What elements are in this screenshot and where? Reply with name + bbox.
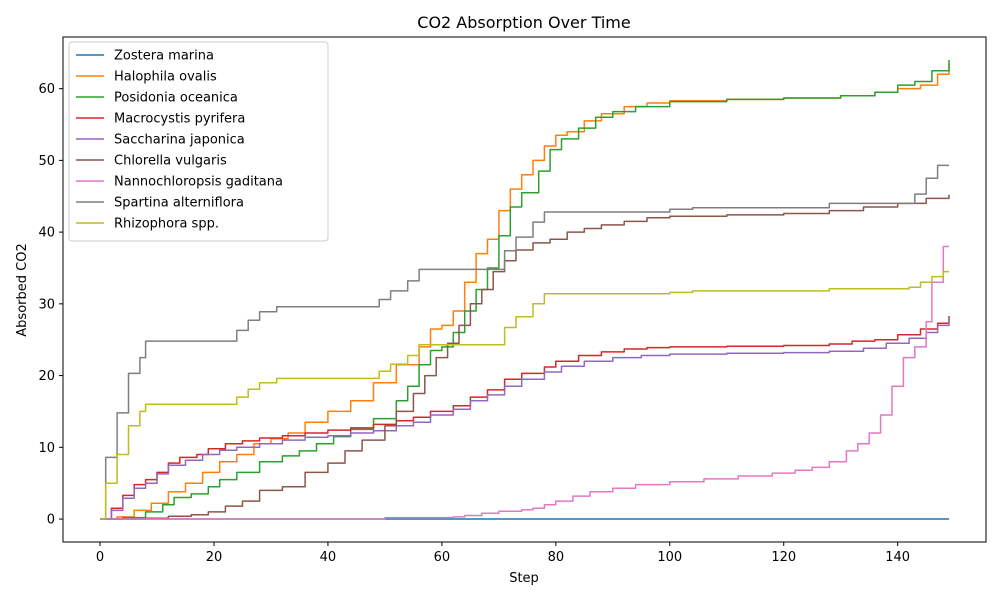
x-tick-label-4: 80 <box>548 550 565 565</box>
plot-lines <box>100 60 950 520</box>
legend-label-0: Zostera marina <box>114 49 214 64</box>
legend-label-3: Macrocystis pyrifera <box>114 112 245 127</box>
y-tick-label-2: 20 <box>38 369 55 384</box>
y-axis-label: Absorbed CO2 <box>15 243 30 336</box>
legend-box <box>68 41 329 242</box>
y-tick-label-0: 0 <box>47 513 55 528</box>
y-tick-label-6: 60 <box>38 82 55 97</box>
series-line-8 <box>100 270 949 520</box>
x-axis-ticks: 0 20 40 60 80 100 120 140 <box>96 542 910 565</box>
chart-title: CO2 Absorption Over Time <box>417 13 630 32</box>
y-axis-ticks: 0 10 20 30 40 50 60 <box>38 82 63 528</box>
series-line-6 <box>100 245 949 520</box>
series-line-3 <box>100 316 950 520</box>
x-tick-label-7: 140 <box>885 550 910 565</box>
legend-label-5: Chlorella vulgaris <box>114 154 227 169</box>
series-line-2 <box>100 60 950 520</box>
series-line-5 <box>100 194 950 520</box>
legend-label-4: Saccharina japonica <box>114 133 245 148</box>
x-tick-label-1: 20 <box>206 550 223 565</box>
x-tick-label-5: 100 <box>657 550 682 565</box>
plot-frame <box>62 36 987 543</box>
x-tick-label-3: 60 <box>434 550 451 565</box>
legend-label-6: Nannochloropsis gaditana <box>114 175 283 190</box>
y-tick-label-5: 50 <box>38 154 55 169</box>
series-line-7 <box>100 164 949 520</box>
y-tick-label-4: 40 <box>38 226 55 241</box>
legend-label-8: Rhizophora spp. <box>114 217 219 232</box>
x-tick-label-2: 40 <box>320 550 337 565</box>
legend: Zostera marina Halophila ovalis Posidonia … <box>68 41 329 242</box>
y-tick-label-3: 30 <box>38 297 55 312</box>
x-tick-label-0: 0 <box>96 550 104 565</box>
legend-label-2: Posidonia oceanica <box>114 91 238 106</box>
legend-label-7: Spartina alterniflora <box>114 196 244 211</box>
series-line-4 <box>100 318 950 520</box>
y-tick-label-1: 10 <box>38 441 55 456</box>
x-axis-label: Step <box>509 571 539 586</box>
legend-label-1: Halophila ovalis <box>114 70 217 85</box>
x-tick-label-6: 120 <box>771 550 796 565</box>
